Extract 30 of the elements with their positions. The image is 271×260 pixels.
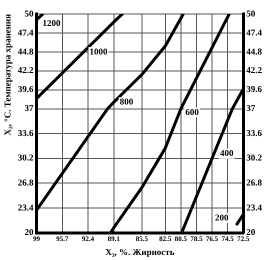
- y-tick-label: 30.2: [18, 152, 34, 163]
- y2-tick-label: 44.8: [246, 46, 262, 56]
- y-tick-label: 42.2: [18, 65, 34, 76]
- y2-tick-label: 30.2: [246, 152, 262, 163]
- y2-tick-label: 47.4: [246, 27, 262, 38]
- series-label: 1000: [89, 46, 108, 56]
- x-axis-title: X₃, %. Жирность: [105, 246, 175, 257]
- y-tick-label: 37: [24, 103, 34, 114]
- series-label: 200: [215, 212, 230, 222]
- y2-tick-label: 26.8: [246, 178, 262, 188]
- y-tick-label: 44.8: [18, 46, 34, 56]
- y-tick-label: 47.4: [18, 27, 34, 38]
- y-tick-label: 50: [24, 8, 34, 18]
- y2-tick-label: 50: [246, 8, 256, 18]
- y2-tick-label: 23.4: [246, 202, 262, 212]
- y-tick-label: 20: [24, 227, 34, 238]
- y2-tick-label: 42.2: [246, 65, 262, 76]
- y-tick-label: 26.8: [18, 178, 34, 188]
- y-tick-label: 33.6: [18, 128, 34, 138]
- series-label: 400: [220, 148, 234, 158]
- series-label: 1200: [42, 18, 62, 28]
- series-label: 600: [185, 106, 200, 117]
- y2-tick-label: 37: [246, 103, 256, 114]
- y-tick-label: 23.4: [18, 202, 34, 212]
- y-tick-label: 39.6: [18, 84, 34, 94]
- series-label: 800: [120, 96, 134, 107]
- y2-tick-label: 33.6: [246, 128, 262, 138]
- y2-tick-label: 39.6: [246, 84, 262, 94]
- y2-tick-label: 20: [246, 227, 256, 238]
- y-axis-title: X₂, °C. Температура хранения: [2, 14, 13, 136]
